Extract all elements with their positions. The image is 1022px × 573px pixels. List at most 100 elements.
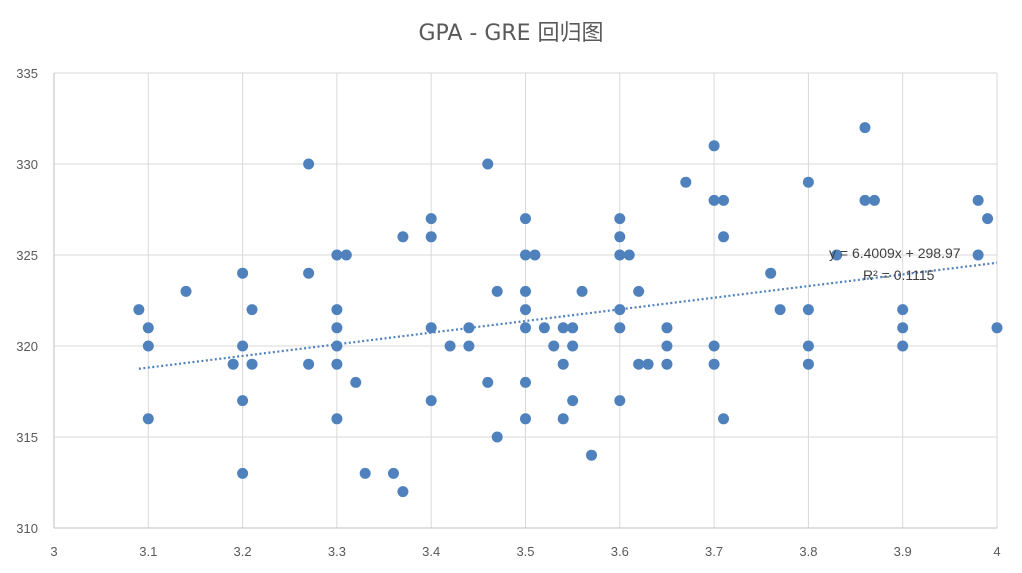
- data-point: [557, 322, 569, 334]
- data-point: [614, 249, 626, 261]
- data-point: [520, 376, 531, 388]
- data-point: [859, 194, 871, 206]
- data-point: [237, 395, 249, 407]
- data-point: [482, 376, 494, 388]
- data-point: [538, 322, 550, 334]
- data-point: [897, 340, 909, 352]
- data-point: [397, 231, 409, 243]
- data-point: [227, 358, 239, 370]
- data-point: [576, 285, 588, 297]
- data-points: [133, 122, 1003, 498]
- data-point: [557, 413, 569, 425]
- data-point: [387, 467, 399, 479]
- data-point: [567, 340, 579, 352]
- y-tick-label: 325: [16, 248, 38, 263]
- data-point: [520, 285, 531, 297]
- y-tick-label: 310: [16, 521, 38, 536]
- data-point: [765, 267, 777, 279]
- data-point: [708, 194, 720, 206]
- data-point: [868, 194, 880, 206]
- x-tick-label: 4: [993, 544, 1000, 559]
- trendline-equation: y = 6.4009x + 298.97: [829, 245, 961, 261]
- trendline-group: [138, 261, 998, 370]
- data-point: [142, 322, 154, 334]
- data-point: [246, 358, 258, 370]
- data-point: [708, 358, 720, 370]
- axes: [53, 73, 997, 529]
- data-point: [802, 358, 814, 370]
- x-tick-label: 3.4: [422, 544, 440, 559]
- gridlines: [54, 72, 998, 528]
- data-point: [614, 304, 626, 316]
- data-point: [529, 249, 541, 261]
- data-point: [350, 376, 362, 388]
- data-point: [680, 176, 692, 188]
- data-point: [397, 486, 409, 498]
- x-tick-label: 3.6: [611, 544, 629, 559]
- data-point: [586, 449, 598, 461]
- data-point: [331, 358, 343, 370]
- trendline-r-squared: R² = 0.1115: [863, 267, 935, 283]
- y-tick-label: 320: [16, 339, 38, 354]
- data-point: [237, 340, 249, 352]
- data-point: [331, 249, 343, 261]
- data-point: [237, 467, 249, 479]
- x-tick-label: 3.2: [234, 544, 252, 559]
- data-point: [661, 358, 673, 370]
- data-point: [340, 249, 352, 261]
- data-point: [708, 140, 720, 152]
- data-point: [897, 304, 909, 316]
- data-point: [718, 194, 730, 206]
- data-point: [425, 322, 437, 334]
- data-point: [425, 395, 437, 407]
- data-point: [548, 340, 560, 352]
- tick-labels: 310 315 320 325 330 335 3 3.1 3.2 3.3 3.4 3.5 3.6 3.7…: [16, 66, 1000, 559]
- x-tick-label: 3.5: [516, 544, 534, 559]
- data-point: [802, 176, 814, 188]
- data-point: [623, 249, 635, 261]
- data-point: [463, 340, 475, 352]
- data-point: [303, 267, 315, 279]
- data-point: [246, 304, 258, 316]
- data-point: [237, 267, 249, 279]
- data-point: [520, 322, 531, 334]
- data-point: [661, 340, 673, 352]
- data-point: [303, 158, 315, 170]
- data-point: [491, 431, 503, 443]
- data-point: [142, 413, 154, 425]
- data-point: [802, 340, 814, 352]
- data-point: [897, 322, 909, 334]
- data-point: [444, 340, 456, 352]
- data-point: [567, 322, 579, 334]
- data-point: [520, 413, 531, 425]
- x-tick-label: 3.8: [799, 544, 817, 559]
- data-point: [331, 340, 343, 352]
- data-point: [520, 213, 531, 225]
- chart-title: GPA - GRE 回归图: [418, 21, 603, 46]
- data-point: [463, 322, 475, 334]
- data-point: [802, 304, 814, 316]
- data-point: [708, 340, 720, 352]
- data-point: [142, 340, 154, 352]
- data-point: [331, 322, 343, 334]
- data-point: [567, 395, 579, 407]
- data-point: [614, 322, 626, 334]
- trendline: [138, 261, 998, 370]
- data-point: [982, 213, 994, 225]
- data-point: [359, 467, 371, 479]
- data-point: [425, 213, 437, 225]
- x-tick-label: 3.7: [705, 544, 723, 559]
- data-point: [614, 231, 626, 243]
- x-tick-label: 3: [50, 544, 57, 559]
- data-point: [133, 304, 145, 316]
- data-point: [972, 249, 984, 261]
- data-point: [661, 322, 673, 334]
- y-tick-label: 315: [16, 430, 38, 445]
- data-point: [180, 285, 192, 297]
- data-point: [331, 413, 343, 425]
- data-point: [831, 249, 843, 261]
- data-point: [774, 304, 786, 316]
- x-tick-label: 3.9: [894, 544, 912, 559]
- data-point: [331, 304, 343, 316]
